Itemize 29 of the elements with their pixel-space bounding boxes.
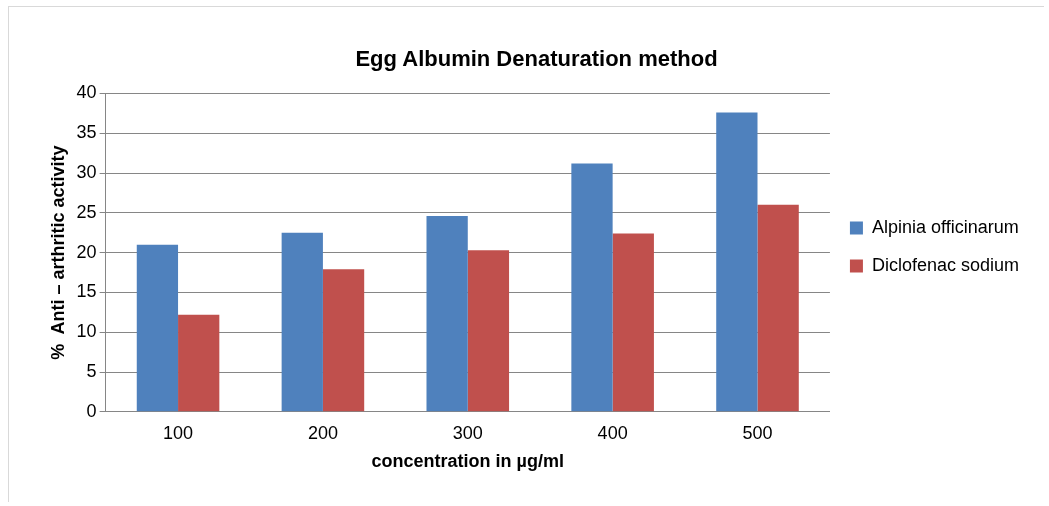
x-tick-label: 500 bbox=[742, 422, 773, 443]
bar bbox=[716, 112, 758, 412]
bar bbox=[136, 244, 179, 412]
legend-label: Diclofenac sodium bbox=[871, 254, 1020, 275]
y-tick-label: 40 bbox=[76, 82, 97, 103]
y-tick-label: 20 bbox=[76, 241, 97, 262]
x-axis-title: concentration in µg/ml bbox=[371, 451, 564, 472]
x-tick-label: 200 bbox=[307, 422, 338, 443]
y-tick-label: 25 bbox=[76, 201, 97, 222]
chart-title: Egg Albumin Denaturation method bbox=[355, 46, 718, 72]
y-axis-title: % Anti – arthritic activity bbox=[47, 145, 68, 360]
bar bbox=[571, 163, 613, 412]
bar bbox=[757, 204, 799, 412]
x-tick-label: 400 bbox=[597, 422, 628, 443]
y-tick-label: 30 bbox=[76, 161, 97, 182]
legend-label: Alpinia officinarum bbox=[871, 216, 1019, 237]
x-tick-label: 300 bbox=[452, 422, 483, 443]
bar bbox=[467, 250, 510, 412]
y-tick-label: 10 bbox=[76, 321, 97, 342]
x-tick-label: 100 bbox=[163, 422, 194, 443]
bar bbox=[612, 233, 654, 412]
y-tick-label: 5 bbox=[86, 360, 97, 381]
y-tick-label: 15 bbox=[76, 281, 97, 302]
bar bbox=[322, 269, 365, 412]
bar bbox=[178, 314, 220, 412]
bar bbox=[426, 215, 468, 412]
y-tick-label: 0 bbox=[86, 400, 97, 421]
y-tick-label: 35 bbox=[76, 122, 97, 143]
bar bbox=[281, 232, 323, 412]
